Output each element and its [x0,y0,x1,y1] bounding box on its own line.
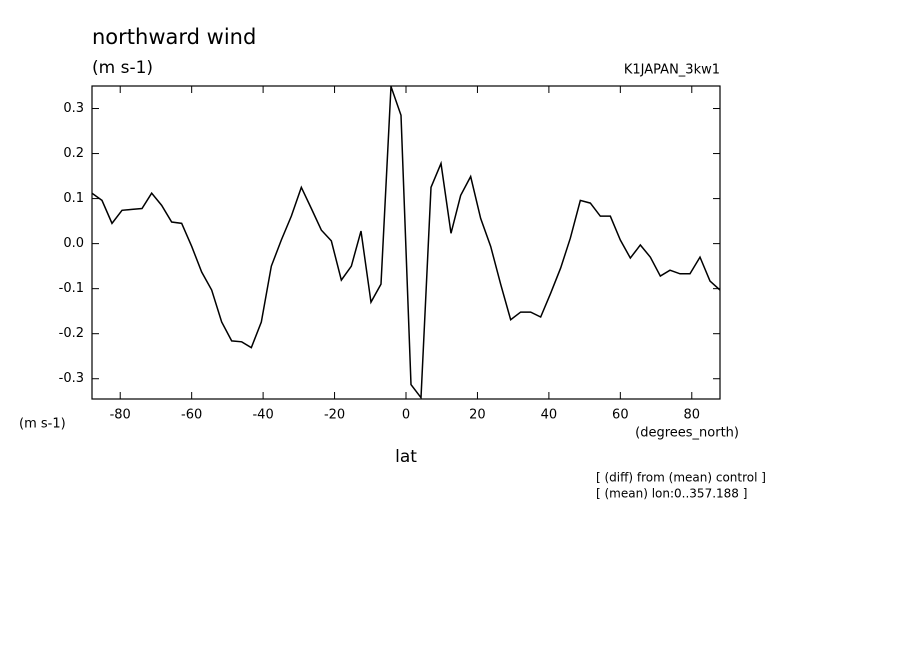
y-tick-label: -0.1 [59,281,84,296]
x-unit-label: (degrees_north) [635,426,739,441]
x-tick-label: 40 [541,408,558,423]
y-tick-label: -0.2 [59,326,84,341]
data-line [92,86,720,399]
note: [ (diff) from (mean) control ] [596,471,766,485]
y-unit-label: (m s-1) [19,417,66,432]
x-tick-label: 20 [469,408,486,423]
x-axis-label: lat [395,447,417,467]
chart-title: northward wind [92,25,256,49]
x-tick-label: 0 [402,408,410,423]
y-tick-label: 0.0 [63,236,84,251]
x-tick-label: 80 [684,408,701,423]
x-tick-label: -20 [324,408,345,423]
x-tick-label: -80 [110,408,131,423]
y-tick-label: -0.3 [59,371,84,386]
x-tick-label: 60 [612,408,629,423]
run-label: K1JAPAN_3kw1 [624,63,720,78]
y-tick-label: 0.1 [63,191,84,206]
x-tick-label: -60 [181,408,202,423]
note: [ (mean) lon:0..357.188 ] [596,487,747,501]
x-tick-label: -40 [252,408,273,423]
chart-subtitle: (m s-1) [92,58,153,78]
y-tick-label: 0.3 [63,101,84,116]
y-tick-label: 0.2 [63,146,84,161]
